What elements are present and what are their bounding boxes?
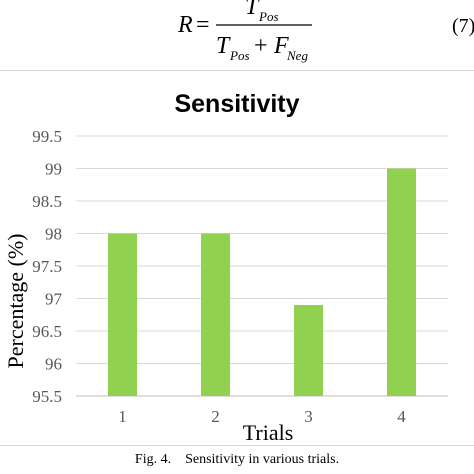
y-tick-label: 99.5 <box>32 127 62 146</box>
x-tick-label: 2 <box>211 407 220 426</box>
figure-caption: Fig. 4. Sensitivity in various trials. <box>134 452 340 467</box>
y-tick-label: 98.5 <box>32 192 62 211</box>
y-tick-labels: 95.5 96 96.5 97 97.5 98 98.5 99 99.5 <box>32 127 62 406</box>
equation-denominator-t-sub: Pos <box>229 48 250 63</box>
y-tick-label: 99 <box>45 160 62 179</box>
x-tick-labels: 1 2 3 4 <box>118 407 406 426</box>
y-tick-label: 97.5 <box>32 257 62 276</box>
equation-lhs: R <box>177 12 193 38</box>
equation-plus: + <box>254 33 268 59</box>
equation-number: (7) <box>452 15 474 37</box>
y-tick-label: 96 <box>45 355 62 374</box>
bar-trial-3 <box>294 305 323 396</box>
bar-trial-2 <box>201 233 230 396</box>
bar-trial-4 <box>387 168 416 396</box>
bar-trial-1 <box>108 233 137 396</box>
x-axis-title: Trials <box>243 420 294 445</box>
equation-denominator-t: T <box>216 33 231 59</box>
y-tick-label: 95.5 <box>32 387 62 406</box>
x-tick-label: 3 <box>304 407 313 426</box>
chart-title: Sensitivity <box>174 90 299 118</box>
equation-numerator: T <box>245 0 260 20</box>
y-axis-title: Percentage (%) <box>3 234 28 369</box>
gridlines <box>76 135 448 397</box>
equation-numerator-sub: Pos <box>258 9 279 24</box>
equation-denominator-f: F <box>273 33 289 59</box>
sensitivity-bar-chart: Sensitivity 95.5 96 96.5 97 97.5 98 98.5 99 99.5… <box>3 90 448 445</box>
x-tick-label: 1 <box>118 407 127 426</box>
equation-denominator-f-sub: Neg <box>286 48 308 63</box>
x-tick-label: 4 <box>397 407 406 426</box>
y-tick-label: 96.5 <box>32 322 62 341</box>
y-tick-label: 98 <box>45 225 62 244</box>
equation-7: R = T Pos T Pos + F Neg (7) <box>177 0 474 63</box>
equation-equals: = <box>196 12 210 38</box>
bars <box>108 168 416 396</box>
chart-area <box>0 70 474 446</box>
y-tick-label: 97 <box>45 290 63 309</box>
